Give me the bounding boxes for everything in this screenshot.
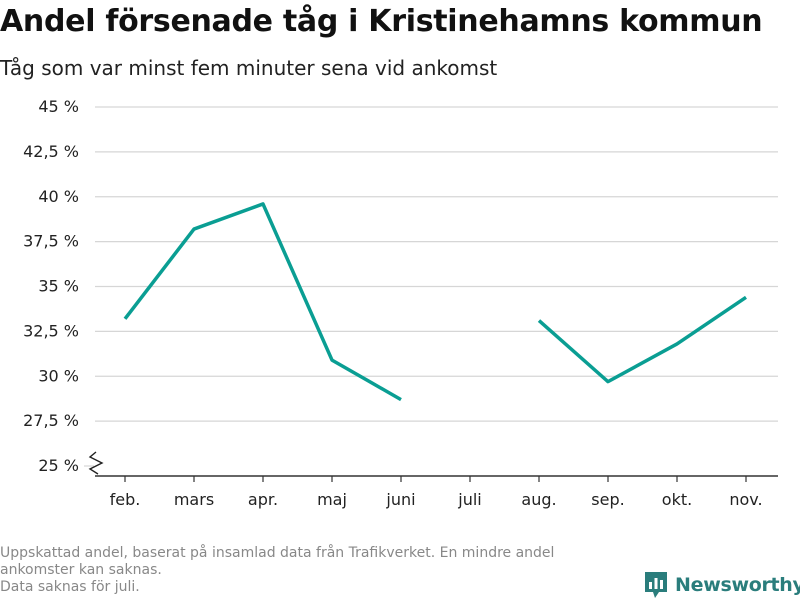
y-tick-label: 45 % (38, 97, 79, 116)
chart-subtitle: Tåg som var minst fem minuter sena vid a… (0, 56, 498, 80)
x-tick-label: nov. (729, 490, 762, 509)
y-tick-label: 35 % (38, 277, 79, 296)
x-axis-tick-labels: feb. mars apr. maj juni juli aug. sep. okt. nov. (110, 490, 763, 509)
y-tick-label: 32,5 % (23, 321, 79, 340)
footnote: Uppskattad andel, baserat på insamlad da… (0, 545, 640, 596)
y-tick-label: 30 % (38, 366, 79, 385)
x-tick-label: apr. (248, 490, 278, 509)
x-tick-label: sep. (591, 490, 624, 509)
newsworthy-logo-icon (645, 572, 667, 598)
y-tick-label: 25 % (38, 456, 79, 475)
y-tick-label: 27,5 % (23, 411, 79, 430)
x-tick-label: maj (317, 490, 347, 509)
x-tick-label: okt. (662, 490, 692, 509)
y-tick-label: 37,5 % (23, 232, 79, 251)
series-line-segment (537, 295, 747, 384)
gridlines (84, 106, 778, 475)
x-tick-label: feb. (110, 490, 141, 509)
newsworthy-logo: Newsworthy (643, 568, 800, 602)
chart-title: Andel försenade tåg i Kristinehamns komm… (0, 4, 763, 39)
line-chart: 25 % 27,5 % 30 % 32,5 % 35 % 37,5 % 40 % 42,5 %… (23, 97, 778, 509)
x-tick-label: aug. (521, 490, 556, 509)
series-line-segment (123, 202, 402, 402)
data-series (123, 202, 747, 402)
footnote-line: ankomster kan saknas. (0, 562, 162, 578)
y-tick-label: 42,5 % (23, 142, 79, 161)
x-tick-label: mars (174, 490, 214, 509)
x-axis (95, 475, 778, 482)
y-tick-label: 40 % (38, 187, 79, 206)
brand-name: Newsworthy (675, 574, 800, 596)
y-axis-tick-labels: 25 % 27,5 % 30 % 32,5 % 35 % 37,5 % 40 % 42,5 %… (23, 97, 79, 475)
footnote-line: Data saknas för juli. (0, 579, 140, 595)
x-tick-label: juni (385, 490, 415, 509)
footnote-line: Uppskattad andel, baserat på insamlad da… (0, 545, 555, 561)
x-tick-label: juli (457, 490, 481, 509)
axis-break-icon (88, 451, 104, 475)
